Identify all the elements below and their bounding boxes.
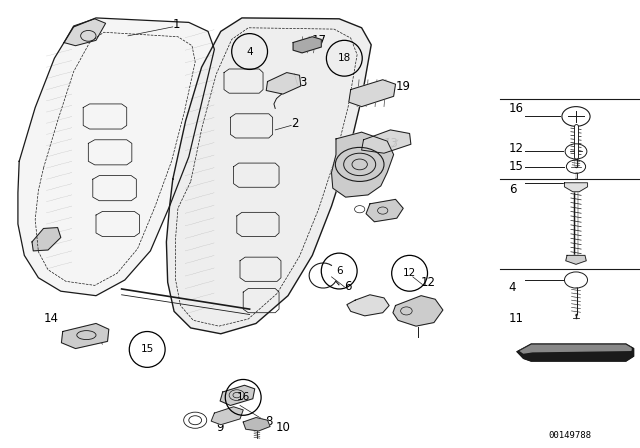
Polygon shape: [520, 344, 631, 353]
Text: 6: 6: [336, 266, 342, 276]
Text: 16: 16: [237, 392, 250, 402]
Polygon shape: [211, 407, 243, 425]
Text: 12: 12: [509, 142, 524, 155]
Polygon shape: [362, 130, 411, 153]
Polygon shape: [366, 199, 403, 222]
Text: 15: 15: [509, 160, 524, 173]
Polygon shape: [332, 132, 394, 197]
Text: 18: 18: [338, 53, 351, 63]
Polygon shape: [64, 19, 106, 46]
Text: 8: 8: [266, 414, 273, 428]
Text: 12: 12: [403, 268, 416, 278]
Polygon shape: [293, 37, 321, 53]
Text: 5: 5: [365, 159, 372, 172]
Text: 1: 1: [173, 18, 180, 31]
Text: 16: 16: [509, 102, 524, 115]
Text: 4: 4: [246, 47, 253, 56]
Polygon shape: [32, 228, 61, 251]
Text: 13: 13: [384, 137, 399, 150]
Text: 6: 6: [344, 280, 352, 293]
Text: 19: 19: [396, 79, 410, 93]
Polygon shape: [18, 18, 214, 296]
Text: 12: 12: [421, 276, 436, 289]
Text: 2: 2: [291, 116, 299, 130]
Text: 3: 3: [300, 76, 307, 90]
Text: 00149788: 00149788: [548, 431, 591, 440]
Text: 17: 17: [312, 34, 326, 47]
Text: 11: 11: [416, 311, 431, 325]
Polygon shape: [61, 323, 109, 349]
Text: 15: 15: [141, 345, 154, 354]
Polygon shape: [564, 183, 588, 192]
Polygon shape: [393, 296, 443, 326]
Polygon shape: [347, 295, 389, 316]
Text: 7: 7: [362, 302, 369, 316]
Polygon shape: [517, 344, 634, 361]
Text: 14: 14: [44, 311, 58, 325]
Polygon shape: [243, 418, 270, 431]
Text: 4: 4: [509, 281, 516, 294]
Polygon shape: [166, 18, 371, 334]
Polygon shape: [349, 80, 396, 107]
Text: 6: 6: [509, 182, 516, 196]
Polygon shape: [266, 73, 301, 94]
Text: 9: 9: [216, 421, 224, 435]
Text: 11: 11: [509, 311, 524, 325]
Polygon shape: [566, 255, 586, 264]
Polygon shape: [220, 385, 255, 405]
Text: 10: 10: [275, 421, 290, 435]
